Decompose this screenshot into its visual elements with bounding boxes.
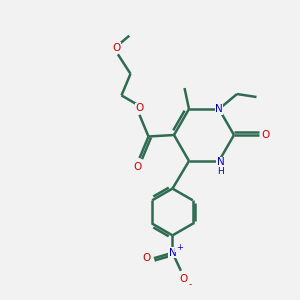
Text: -: -: [188, 280, 191, 289]
Text: O: O: [135, 103, 144, 113]
Text: O: O: [133, 161, 141, 172]
Text: N: N: [215, 104, 223, 114]
Text: H: H: [217, 167, 224, 176]
Text: N: N: [217, 158, 224, 167]
Text: N: N: [169, 248, 176, 258]
Text: O: O: [261, 130, 269, 140]
Text: O: O: [112, 43, 121, 53]
Text: +: +: [176, 243, 182, 252]
Text: O: O: [142, 253, 151, 263]
Text: O: O: [179, 274, 188, 284]
